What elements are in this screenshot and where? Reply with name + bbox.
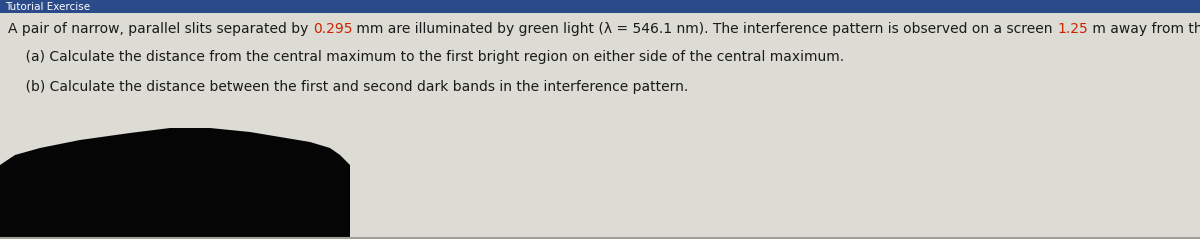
Text: 1.25: 1.25 [1057,22,1088,36]
Text: mm are illuminated by green light (λ = 546.1 nm). The interference pattern is ob: mm are illuminated by green light (λ = 5… [353,22,1057,36]
Text: m away from the plane of the parallel slits.: m away from the plane of the parallel sl… [1088,22,1200,36]
Text: (a) Calculate the distance from the central maximum to the first bright region o: (a) Calculate the distance from the cent… [8,50,844,64]
Text: Tutorial Exercise: Tutorial Exercise [5,1,90,11]
Text: (b) Calculate the distance between the first and second dark bands in the interf: (b) Calculate the distance between the f… [8,80,689,94]
Text: 0.295: 0.295 [313,22,353,36]
Polygon shape [0,128,350,239]
Bar [0,0,210,13]
Bar [0,0,1200,13]
Text: A pair of narrow, parallel slits separated by: A pair of narrow, parallel slits separat… [8,22,313,36]
